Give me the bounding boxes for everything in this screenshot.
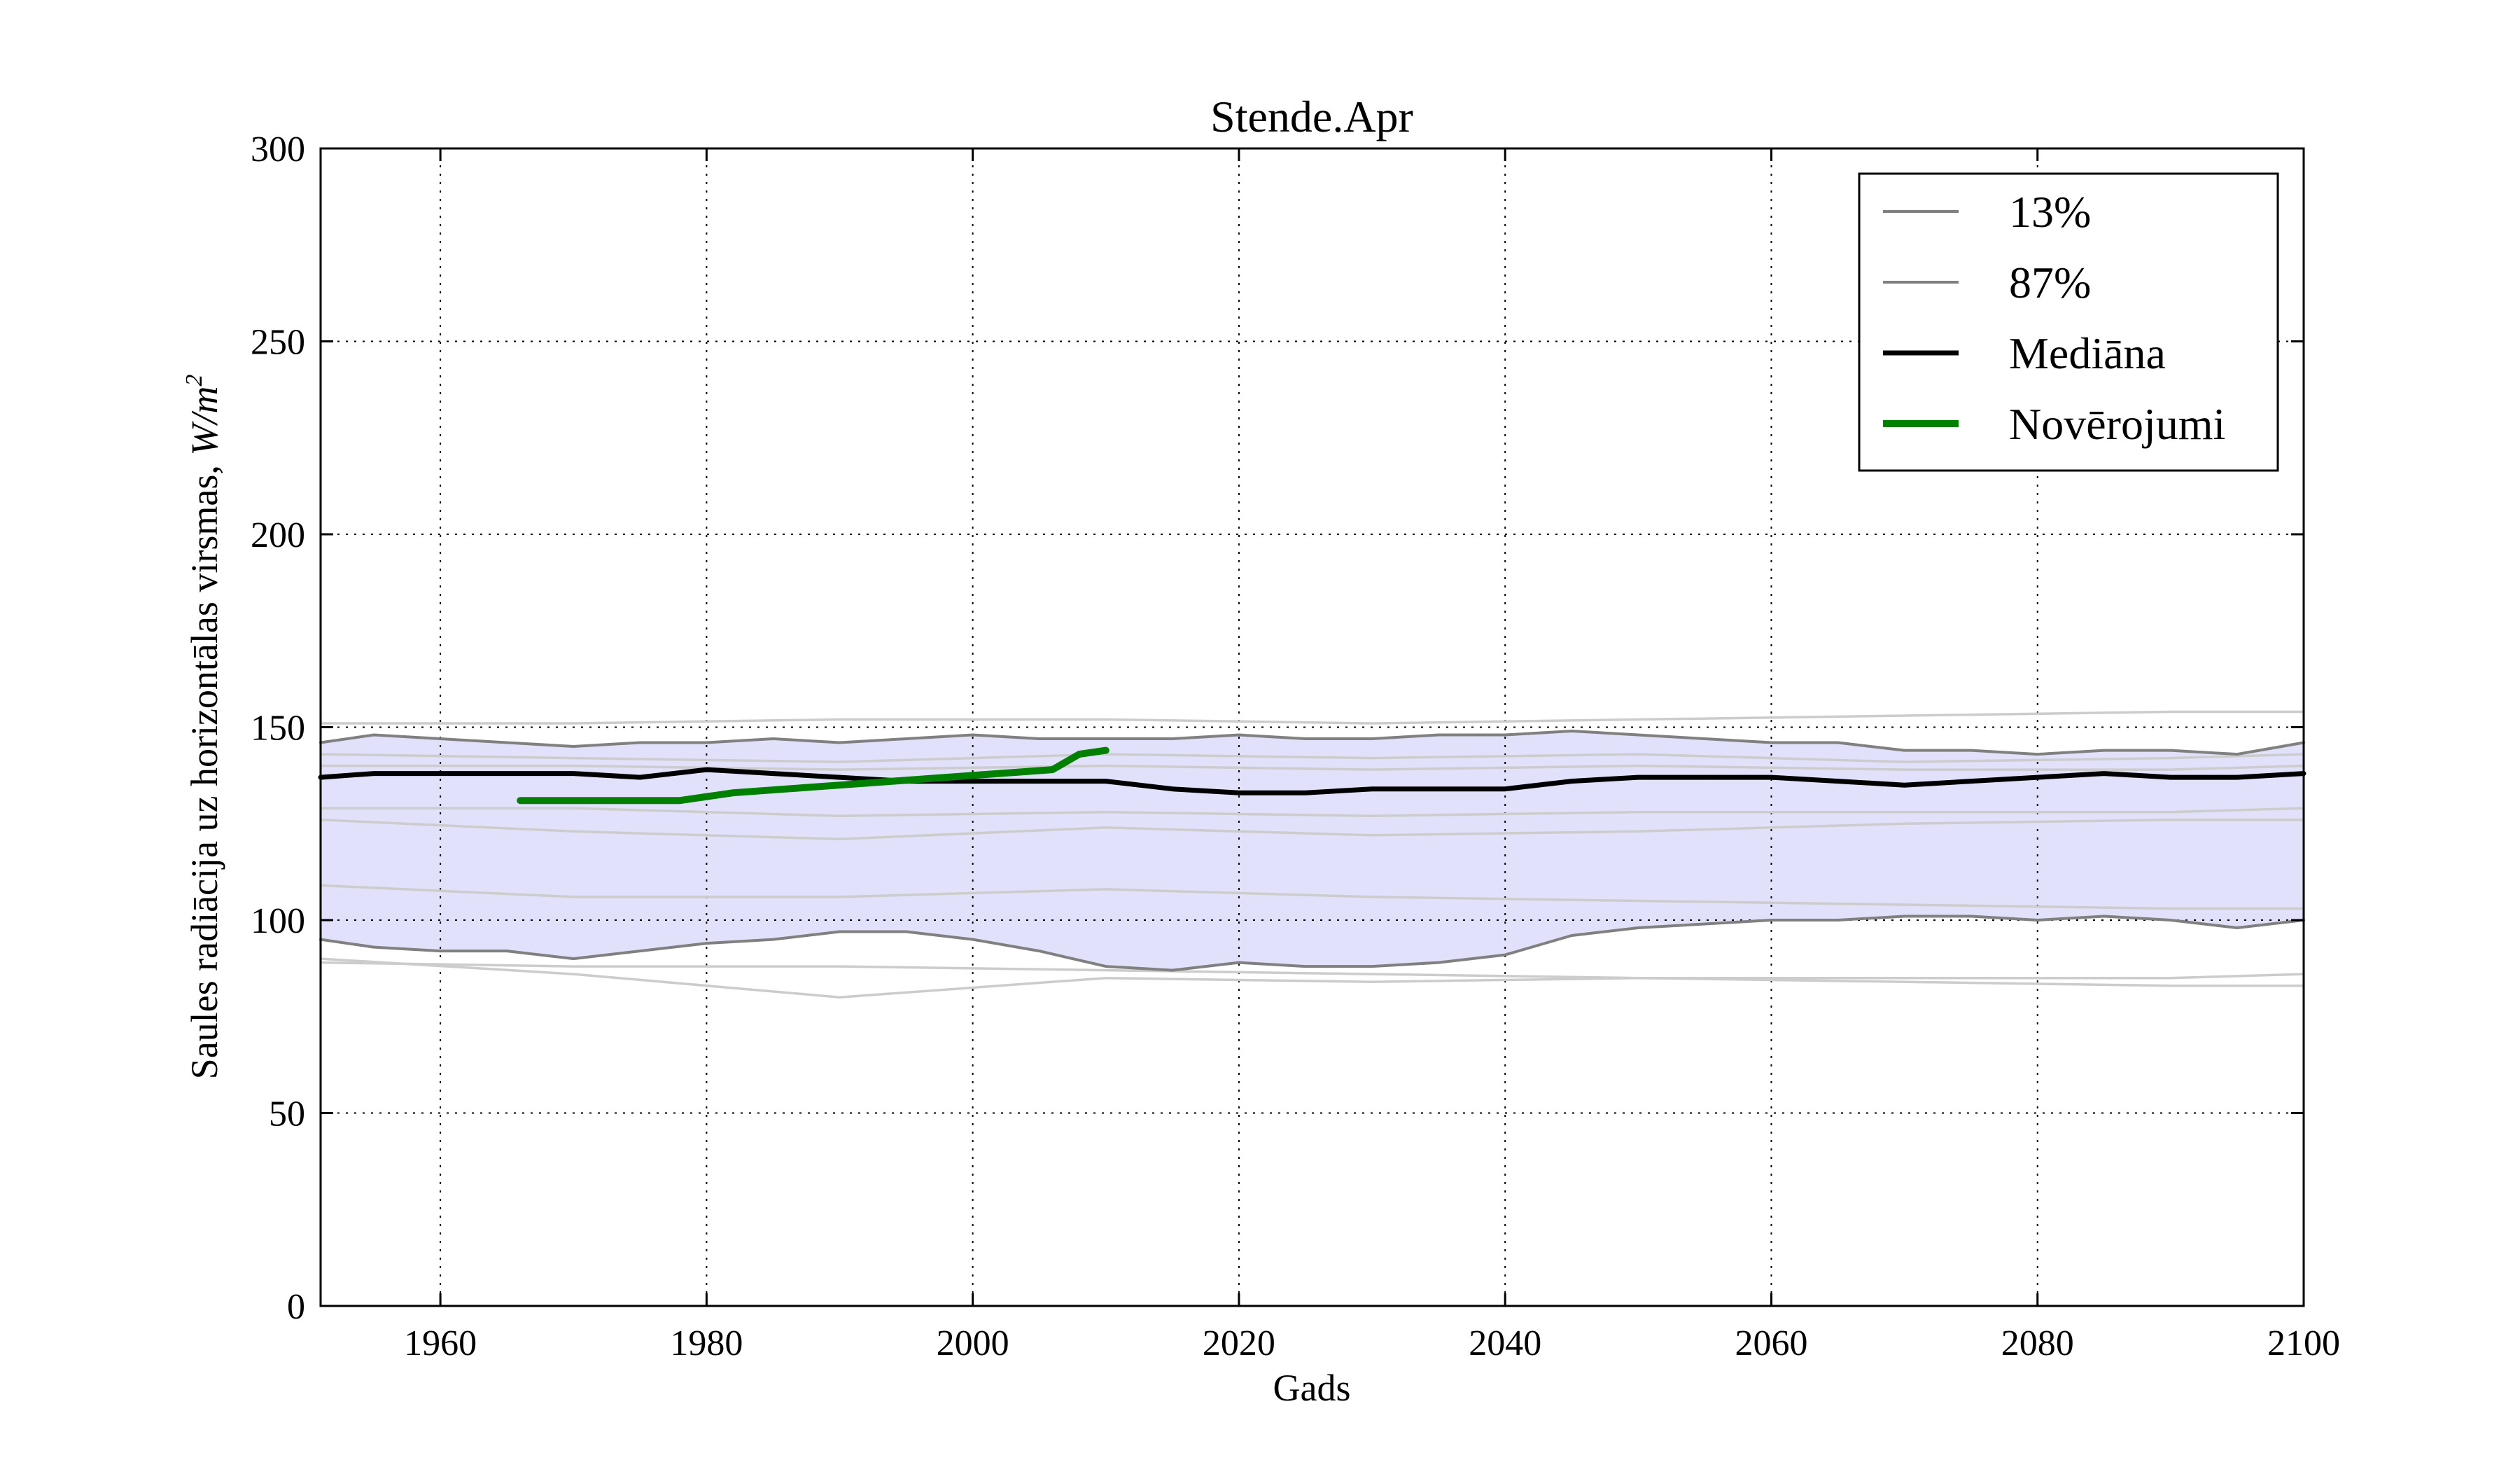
legend-item-87pct: 87% <box>1883 258 2091 307</box>
series-line-87pct <box>319 730 2305 756</box>
ensemble-member-line <box>320 753 2304 763</box>
y-tick-label: 300 <box>251 130 305 169</box>
legend-label: 13% <box>2009 187 2091 237</box>
ensemble-member-line <box>320 961 2304 980</box>
ensemble-member-line <box>320 818 2304 841</box>
percentile-band-layer <box>321 731 2304 971</box>
series-line-13pct <box>319 915 2305 972</box>
series-layer <box>318 730 2306 972</box>
legend-item-observations: Novērojumi <box>1883 399 2225 449</box>
ensemble-member-line <box>321 764 2304 771</box>
ensemble-member-line <box>320 884 2304 910</box>
y-axis-title: Saules radiācija uz horizontālas virsmas… <box>181 375 225 1080</box>
ticks-layer: 1960 1980 2000 2020 2040 2060 2080 2100 0 50 100 15… <box>251 130 2340 1363</box>
y-tick-label: 200 <box>251 515 305 555</box>
y-tick-label: 50 <box>269 1094 305 1134</box>
y-axis-title-text: Saules radiācija uz horizontālas virsmas… <box>183 465 225 1079</box>
ensemble-members-layer <box>320 710 2304 999</box>
legend: 13% 87% Mediāna Novērojumi <box>1858 172 2279 472</box>
x-axis-title: Gads <box>1273 1367 1351 1409</box>
y-axis-unit: W/m <box>183 387 225 456</box>
ensemble-member-line <box>321 807 2304 817</box>
x-tick-label: 1960 <box>404 1323 477 1363</box>
x-tick-label: 2000 <box>937 1323 1009 1363</box>
y-tick-label: 100 <box>251 901 305 941</box>
chart-title: Stende.Apr <box>1210 92 1413 141</box>
percentile-band <box>321 731 2304 971</box>
x-tick-label: 2020 <box>1203 1323 1275 1363</box>
y-tick-label: 250 <box>251 323 305 363</box>
legend-label: 87% <box>2009 258 2091 307</box>
y-axis-unit-exponent: 2 <box>181 375 207 387</box>
ensemble-member-line <box>320 957 2304 999</box>
x-tick-label: 2060 <box>1735 1323 1807 1363</box>
x-tick-label: 1980 <box>670 1323 743 1363</box>
x-tick-label: 2100 <box>2267 1323 2340 1363</box>
x-tick-label: 2080 <box>2001 1323 2074 1363</box>
legend-label: Novērojumi <box>2009 399 2225 449</box>
legend-item-median: Mediāna <box>1883 328 2166 378</box>
legend-item-13pct: 13% <box>1883 187 2091 237</box>
y-tick-label: 0 <box>287 1287 305 1327</box>
series-line-observations <box>517 746 1110 805</box>
y-tick-label: 150 <box>251 709 305 749</box>
ensemble-member-line <box>321 710 2304 725</box>
series-line-median <box>318 767 2306 795</box>
x-tick-label: 2040 <box>1469 1323 1541 1363</box>
legend-label: Mediāna <box>2009 328 2166 378</box>
